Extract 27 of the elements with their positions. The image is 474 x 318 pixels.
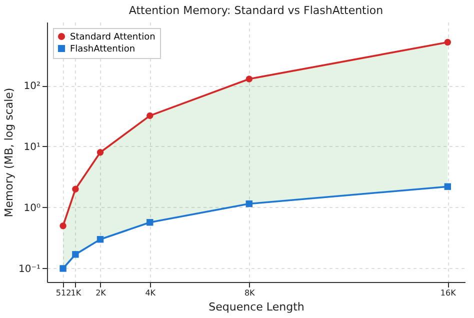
point <box>72 186 79 192</box>
legend-label: FlashAttention <box>70 44 136 54</box>
point <box>146 219 154 226</box>
x-tick-label: 1K <box>70 288 82 298</box>
x-tick-label: 16K <box>440 288 457 298</box>
point <box>72 251 79 258</box>
point <box>444 38 452 46</box>
y-axis-title: Memory (MB, log scale) <box>2 88 16 218</box>
y-tick-label: 10¹ <box>24 142 40 153</box>
x-axis-title: Sequence Length <box>208 300 304 314</box>
x-tick-label: 2K <box>96 288 107 298</box>
y-tick-label: 10⁰ <box>24 202 40 214</box>
point <box>444 183 452 190</box>
point <box>96 236 104 243</box>
y-tick-label: 10⁻¹ <box>18 264 40 275</box>
x-tick-label: 8K <box>244 288 256 298</box>
legend-label: Standard Attention <box>70 32 156 42</box>
y-tick-label: 10² <box>24 81 40 92</box>
point <box>60 265 66 272</box>
point <box>246 200 252 208</box>
point <box>246 76 252 82</box>
point <box>146 112 154 120</box>
chart-title: Attention Memory: Standard vs FlashAttention <box>128 4 384 17</box>
x-tick-label: 512 <box>56 288 72 298</box>
x-tick-label: 4K <box>145 288 156 298</box>
point <box>60 222 66 230</box>
point <box>96 149 104 156</box>
